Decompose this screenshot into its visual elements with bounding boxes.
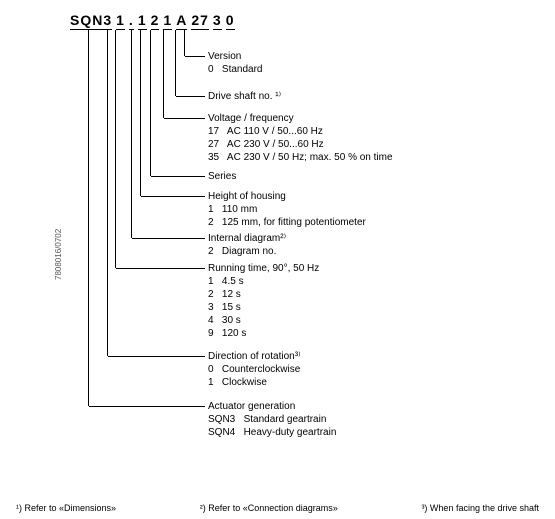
code-seg-4: 2 <box>151 12 160 30</box>
section-line: 2 Diagram no. <box>208 245 286 258</box>
connector <box>115 30 116 268</box>
section-title: Running time, 90°, 50 Hz <box>208 262 319 275</box>
section-line: 0 Standard <box>208 63 262 76</box>
code-seg-0: SQN3 <box>70 12 112 30</box>
page: SQN31.121A2730 7808016/0702 Version0 Sta… <box>0 0 555 519</box>
document-code: 7808016/0702 <box>54 229 63 280</box>
section-line: 2 12 s <box>208 288 319 301</box>
section-line: 3 15 s <box>208 301 319 314</box>
section-line: 0 Counterclockwise <box>208 363 301 376</box>
section-line: 1 4.5 s <box>208 275 319 288</box>
section-line: 4 30 s <box>208 314 319 327</box>
code-seg-8: 3 <box>213 12 222 30</box>
section-8: Actuator generationSQN3 Standard geartra… <box>208 400 336 439</box>
section-7: Direction of rotation³⁾0 Counterclockwis… <box>208 350 301 389</box>
code-seg-6: A <box>176 12 187 30</box>
section-line: 9 120 s <box>208 327 319 340</box>
connector <box>163 30 164 118</box>
code-seg-3: 1 <box>138 12 147 30</box>
footnote-3: ³) When facing the drive shaft <box>421 503 539 513</box>
section-title: Drive shaft no. ¹⁾ <box>208 90 281 103</box>
section-line: 1 Clockwise <box>208 376 301 389</box>
code-seg-9: 0 <box>226 12 235 30</box>
footnote-1: ¹) Refer to «Dimensions» <box>16 503 116 513</box>
section-title: Direction of rotation³⁾ <box>208 350 301 363</box>
section-title: Voltage / frequency <box>208 112 393 125</box>
section-line: 1 110 mm <box>208 203 366 216</box>
section-0: Version0 Standard <box>208 50 262 76</box>
section-6: Running time, 90°, 50 Hz1 4.5 s2 12 s3 1… <box>208 262 319 340</box>
section-line: 35 AC 230 V / 50 Hz; max. 50 % on time <box>208 151 393 164</box>
section-line: SQN3 Standard geartrain <box>208 413 336 426</box>
connector <box>175 30 176 96</box>
code-seg-7: 27 <box>191 12 209 30</box>
footnote-2: ²) Refer to «Connection diagrams» <box>200 503 338 513</box>
section-line: 2 125 mm, for fitting potentiometer <box>208 216 366 229</box>
code-seg-1: 1 <box>116 12 125 30</box>
section-title: Internal diagram²⁾ <box>208 232 286 245</box>
connector <box>140 30 141 196</box>
section-title: Series <box>208 170 236 183</box>
part-code: SQN31.121A2730 <box>70 12 235 30</box>
connector <box>184 30 185 56</box>
section-3: Series <box>208 170 236 183</box>
footnotes: ¹) Refer to «Dimensions» ²) Refer to «Co… <box>16 503 539 513</box>
section-4: Height of housing1 110 mm2 125 mm, for f… <box>208 190 366 229</box>
connector <box>150 30 151 176</box>
connector <box>88 30 89 406</box>
section-line: SQN4 Heavy-duty geartrain <box>208 426 336 439</box>
section-2: Voltage / frequency17 AC 110 V / 50...60… <box>208 112 393 164</box>
section-title: Height of housing <box>208 190 366 203</box>
section-title: Version <box>208 50 262 63</box>
section-5: Internal diagram²⁾2 Diagram no. <box>208 232 286 258</box>
section-1: Drive shaft no. ¹⁾ <box>208 90 281 103</box>
code-seg-5: 1 <box>163 12 172 30</box>
connector <box>107 30 108 356</box>
section-title: Actuator generation <box>208 400 336 413</box>
section-line: 27 AC 230 V / 50...60 Hz <box>208 138 393 151</box>
section-line: 17 AC 110 V / 50...60 Hz <box>208 125 393 138</box>
connector <box>131 30 132 238</box>
